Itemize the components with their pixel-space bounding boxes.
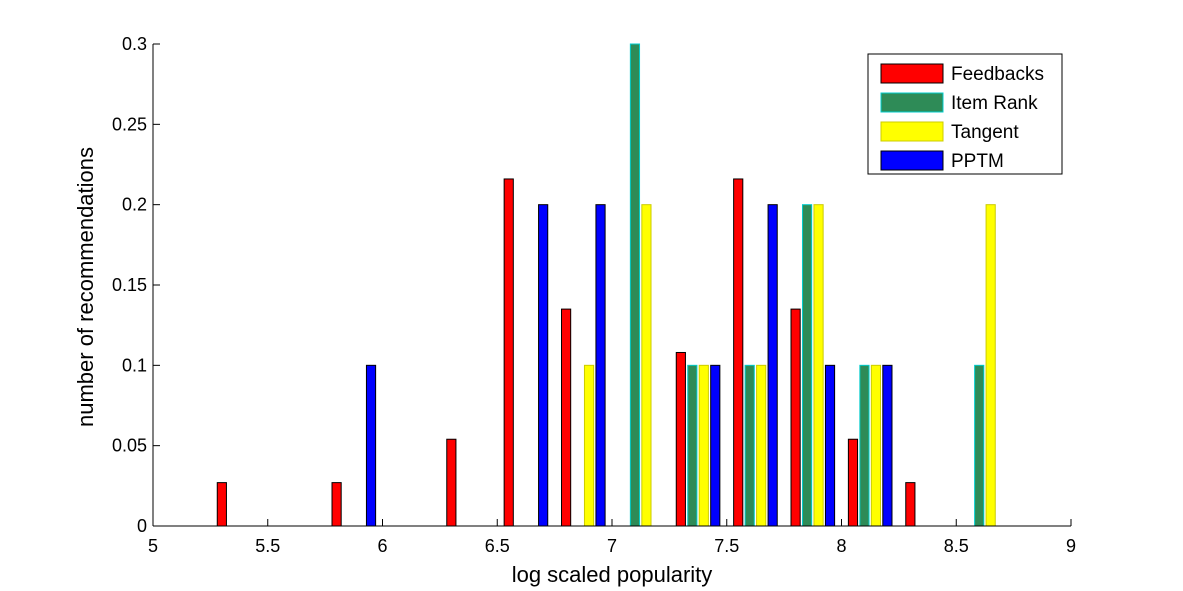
bar-tangent-9 bbox=[698, 364, 709, 527]
y-tick-label: 0.15 bbox=[112, 275, 147, 295]
y-tick-label: 0.2 bbox=[122, 195, 147, 215]
legend-swatch-pptm bbox=[880, 150, 944, 171]
bar-tangent-11 bbox=[813, 204, 824, 527]
bar-feedbacks-5 bbox=[446, 438, 457, 527]
y-axis-label: number of recommendations bbox=[73, 147, 98, 427]
bar-pptm-10 bbox=[767, 204, 778, 527]
x-axis-label: log scaled popularity bbox=[512, 562, 713, 587]
bar-pptm-12 bbox=[882, 364, 893, 527]
x-tick-label: 9 bbox=[1066, 536, 1076, 556]
legend-label-item-rank: Item Rank bbox=[951, 93, 1038, 114]
bar-feedbacks-12 bbox=[847, 438, 859, 527]
y-tick-label: 0 bbox=[137, 516, 147, 536]
bar-item-rank-10 bbox=[744, 364, 755, 527]
bar-tangent-12 bbox=[870, 364, 882, 527]
x-tick-label: 5.5 bbox=[255, 536, 280, 556]
bar-feedbacks-11 bbox=[790, 308, 801, 527]
legend: Feedbacks Item Rank Tangent PPTM bbox=[867, 53, 1063, 175]
bar-pptm-11 bbox=[824, 364, 836, 527]
bar-feedbacks-10 bbox=[733, 178, 744, 527]
bar-pptm-7 bbox=[595, 204, 606, 527]
bar-item-rank-8 bbox=[629, 43, 641, 527]
x-tick-label: 5 bbox=[148, 536, 158, 556]
bar-tangent-10 bbox=[756, 364, 767, 527]
bar-item-rank-11 bbox=[801, 204, 813, 527]
y-tick-label: 0.25 bbox=[112, 114, 147, 134]
x-tick-label: 8.5 bbox=[944, 536, 969, 556]
bar-item-rank-12 bbox=[859, 364, 870, 527]
bar-tangent-7 bbox=[583, 364, 595, 527]
x-tick-label: 7.5 bbox=[714, 536, 739, 556]
bar-feedbacks-9 bbox=[675, 351, 686, 527]
y-tick-label: 0.1 bbox=[122, 355, 147, 375]
bars-layer bbox=[216, 43, 996, 527]
bar-pptm-6 bbox=[538, 204, 549, 527]
x-tick-label: 6 bbox=[377, 536, 387, 556]
y-tick-label: 0.3 bbox=[122, 34, 147, 54]
bar-item-rank-14 bbox=[974, 364, 985, 527]
bar-feedbacks-7 bbox=[561, 308, 572, 527]
x-tick-label: 6.5 bbox=[485, 536, 510, 556]
bar-pptm-3 bbox=[365, 364, 377, 527]
y-tick-label: 0.05 bbox=[112, 436, 147, 456]
bar-feedbacks-3 bbox=[331, 482, 342, 527]
bar-feedbacks-13 bbox=[905, 482, 916, 527]
bar-pptm-9 bbox=[710, 364, 721, 527]
x-tick-label: 7 bbox=[607, 536, 617, 556]
bar-tangent-14 bbox=[985, 204, 996, 527]
legend-swatch-tangent bbox=[880, 121, 944, 142]
bar-feedbacks-1 bbox=[216, 482, 227, 527]
legend-label-pptm: PPTM bbox=[951, 151, 1004, 172]
legend-label-feedbacks: Feedbacks bbox=[951, 64, 1044, 85]
bar-feedbacks-6 bbox=[503, 178, 514, 527]
legend-swatch-item-rank bbox=[880, 92, 944, 113]
legend-swatch-feedbacks bbox=[880, 63, 944, 84]
x-axis-ticks: 5 5.5 6 6.5 7 7.5 8 8.5 9 bbox=[148, 519, 1076, 556]
y-axis-ticks: 0 0.05 0.1 0.15 0.2 0.25 0.3 bbox=[112, 34, 160, 536]
x-tick-label: 8 bbox=[836, 536, 846, 556]
legend-label-tangent: Tangent bbox=[951, 122, 1019, 143]
bar-tangent-8 bbox=[641, 204, 652, 527]
bar-item-rank-9 bbox=[687, 364, 698, 527]
